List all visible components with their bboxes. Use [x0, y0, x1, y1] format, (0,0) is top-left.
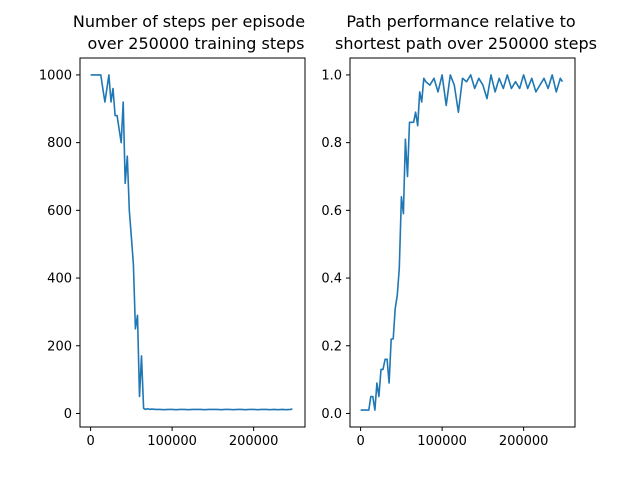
y-tick-label: 800 [47, 136, 72, 151]
tick-group: 0 100000 200000 0.0 0.2 0.4 0.6 0.8 1.0 [321, 68, 548, 449]
x-tick-label: 200000 [229, 434, 279, 449]
chart-title-line-1: Path performance relative to [346, 12, 575, 31]
x-tick-label: 0 [356, 434, 364, 449]
y-tick-label: 400 [47, 272, 72, 287]
y-tick-label: 0.4 [321, 272, 342, 287]
chart-title-line-1: Number of steps per episode [73, 12, 305, 31]
x-tick-label: 200000 [499, 434, 549, 449]
x-tick-label: 100000 [147, 434, 197, 449]
y-tick-label: 600 [47, 204, 72, 219]
chart-title-line-2: shortest path over 250000 steps [335, 34, 597, 53]
y-tick-label: 0.2 [321, 339, 342, 354]
y-tick-label: 0 [64, 407, 72, 422]
series-line [360, 74, 564, 411]
axes-frame [79, 57, 306, 428]
tick-group: 0 100000 200000 0 200 400 600 800 1000 [39, 68, 279, 449]
series-line [90, 74, 293, 411]
chart-steps-per-episode: Number of steps per episode over 250000 … [39, 12, 306, 449]
y-tick-label: 0.0 [321, 407, 342, 422]
y-tick-label: 1.0 [321, 68, 342, 83]
y-tick-label: 200 [47, 339, 72, 354]
y-tick-label: 1000 [39, 68, 72, 83]
axes-frame [349, 57, 576, 428]
chart-path-performance: Path performance relative to shortest pa… [321, 12, 597, 449]
x-tick-label: 0 [86, 434, 94, 449]
y-tick-label: 0.6 [321, 204, 342, 219]
chart-title-line-2: over 250000 training steps [88, 34, 305, 53]
y-tick-label: 0.8 [321, 136, 342, 151]
x-tick-label: 100000 [417, 434, 467, 449]
